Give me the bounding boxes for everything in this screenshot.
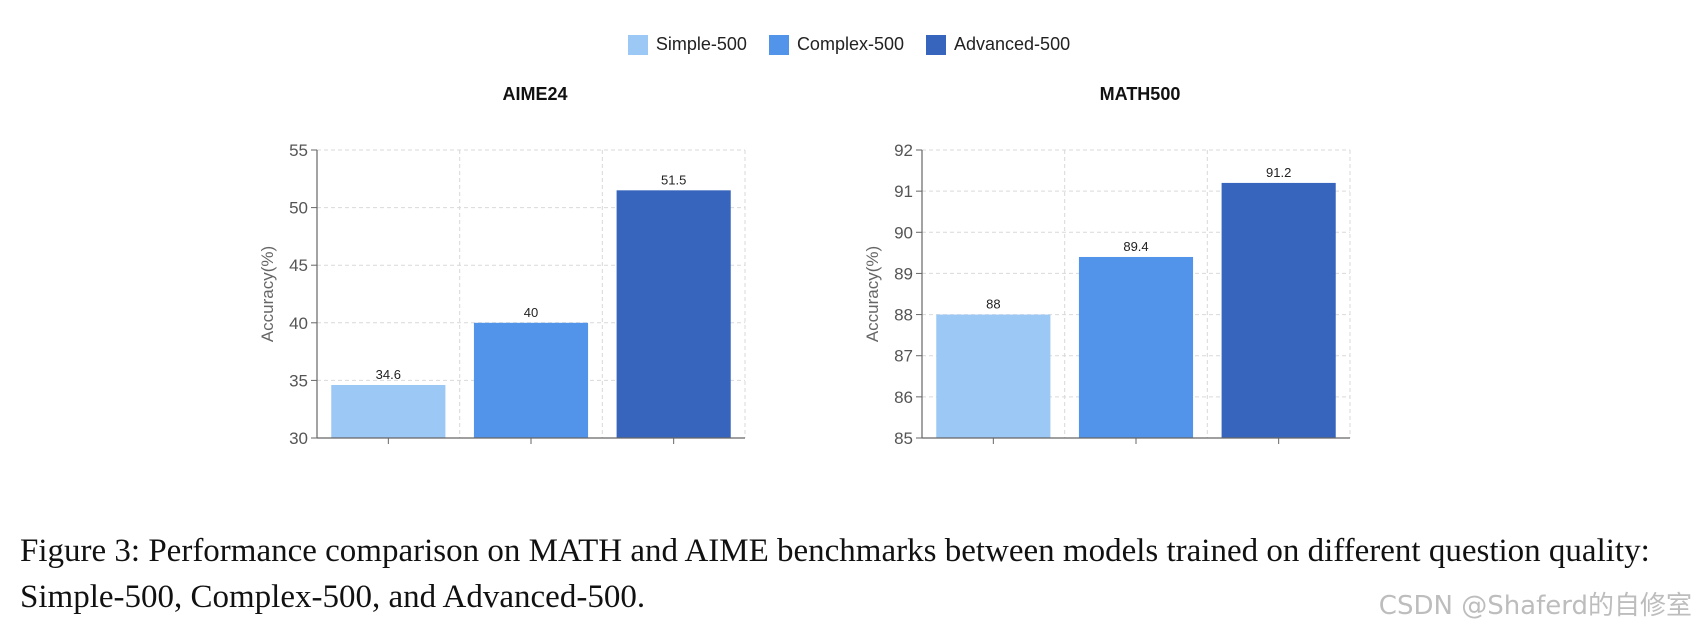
- legend: Simple-500 Complex-500 Advanced-500: [0, 34, 1698, 55]
- legend-item-advanced: Advanced-500: [926, 34, 1070, 55]
- data-label: 91.2: [1266, 165, 1291, 180]
- y-tick-label: 87: [894, 347, 913, 366]
- y-axis-label: Accuracy(%): [258, 246, 277, 342]
- bar-simple-500: [331, 385, 446, 438]
- legend-item-complex: Complex-500: [768, 34, 904, 55]
- legend-item-simple: Simple-500: [627, 34, 747, 55]
- y-tick-label: 91: [894, 182, 913, 201]
- chart-plot: 85 86 87 88 89 90 91 92 88 89.4 91.2 Accuracy(%): [863, 141, 1351, 448]
- y-tick-label: 90: [894, 223, 913, 242]
- y-tick-label: 55: [289, 141, 308, 160]
- y-tick-label: 40: [289, 314, 308, 333]
- data-label: 40: [524, 305, 538, 320]
- legend-swatch-simple: [627, 34, 648, 55]
- bar-simple-500: [936, 314, 1051, 438]
- figure-caption: Figure 3: Performance comparison on MATH…: [20, 533, 1650, 615]
- y-tick-label: 85: [894, 429, 913, 448]
- y-tick-label: 92: [894, 141, 913, 160]
- data-label: 51.5: [661, 172, 686, 187]
- data-label: 34.6: [376, 367, 401, 382]
- chart-aime24: AIME24 30 35 40 45 50 55 34.6 40 51.5 Accuracy(%): [255, 0, 815, 500]
- data-label: 89.4: [1123, 239, 1148, 254]
- chart-title: MATH500: [1099, 84, 1181, 104]
- bar-complex-500: [473, 322, 589, 438]
- chart-title: AIME24: [502, 84, 568, 104]
- legend-swatch-advanced: [926, 34, 946, 55]
- legend-label-simple: Simple-500: [655, 34, 747, 54]
- y-tick-label: 88: [894, 306, 913, 325]
- legend-label-complex: Complex-500: [796, 34, 904, 54]
- y-tick-label: 50: [289, 199, 308, 218]
- y-tick-label: 45: [289, 256, 308, 275]
- bar-complex-500: [1078, 256, 1194, 438]
- watermark: CSDN @Shaferd的自修室: [1378, 591, 1692, 621]
- legend-swatch-complex: [768, 34, 789, 55]
- bar-advanced-500: [1221, 182, 1336, 438]
- y-tick-label: 86: [894, 388, 913, 407]
- y-axis-label: Accuracy(%): [863, 246, 882, 342]
- chart-plot: 30 35 40 45 50 55 34.6 40 51.5 Accuracy(%): [258, 141, 746, 448]
- chart-math500: MATH500 85 86 87 88 89 90 91 92 88 89.4 91.2 Accura…: [860, 0, 1420, 500]
- y-tick-label: 30: [289, 429, 308, 448]
- y-tick-label: 35: [289, 371, 308, 390]
- legend-label-advanced: Advanced-500: [954, 34, 1071, 54]
- y-tick-label: 89: [894, 264, 913, 283]
- bar-advanced-500: [616, 190, 731, 438]
- data-label: 88: [986, 297, 1000, 312]
